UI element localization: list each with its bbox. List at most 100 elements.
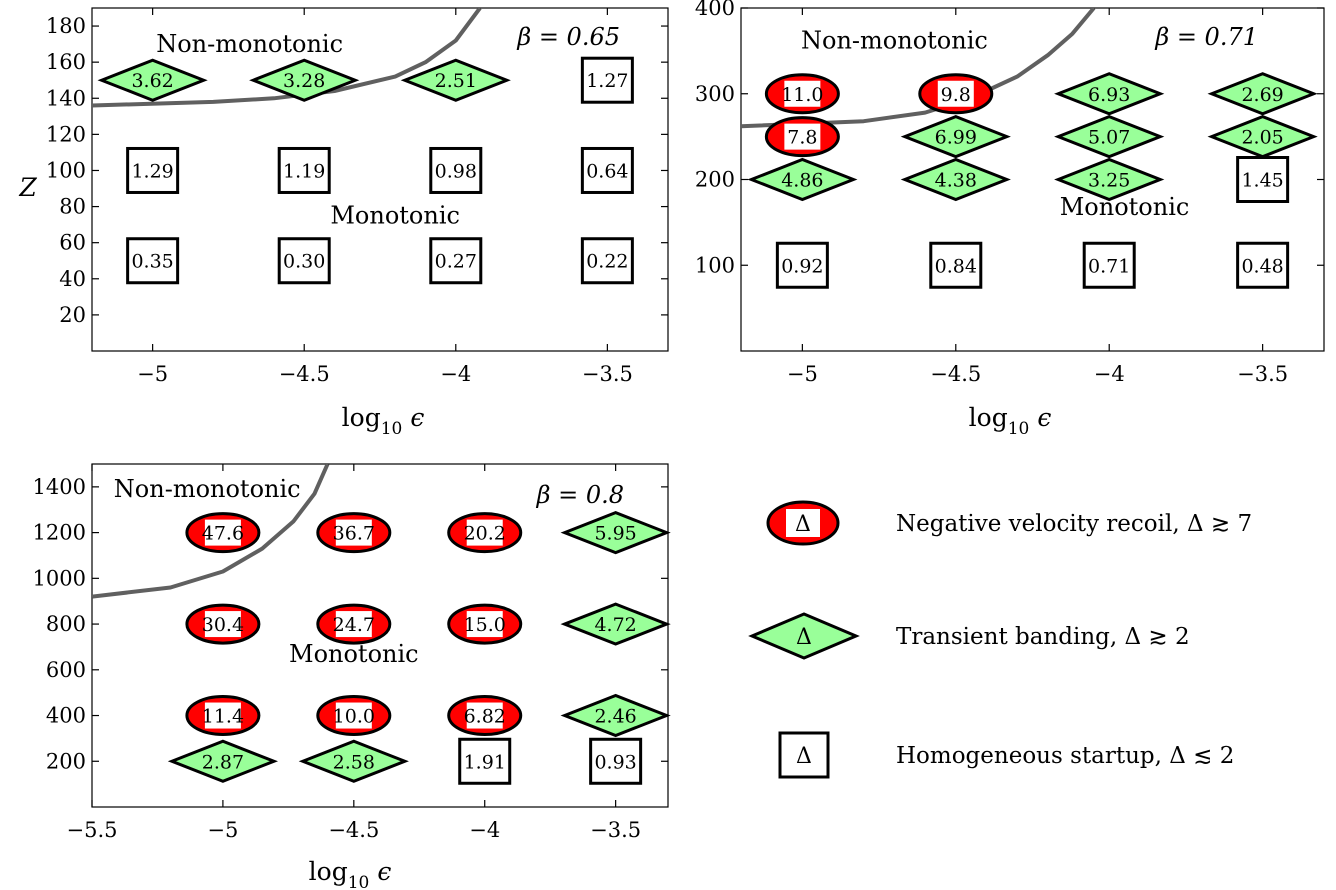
y-tick-label: 300: [695, 82, 735, 106]
startup-marker: [277, 146, 331, 194]
x-tick-label: −5: [787, 362, 818, 386]
data-point: 7.8: [764, 116, 840, 158]
recoil-marker-center: [335, 519, 372, 546]
startup-marker: [277, 237, 331, 285]
y-tick-label: 1400: [33, 475, 86, 499]
data-point-label: 0.35: [131, 251, 173, 273]
banding-marker: [747, 157, 858, 202]
data-point: 0.84: [929, 241, 983, 289]
x-tick-label: −4.5: [930, 362, 981, 386]
data-point: 24.7: [316, 603, 392, 645]
legend-item-recoil: Δ Negative velocity recoil, Δ ≳ 7: [766, 500, 1252, 546]
startup-marker: [126, 146, 180, 194]
data-point-label: 11.4: [202, 706, 244, 728]
data-point: 30.4: [185, 603, 261, 645]
data-point: 1.45: [1236, 156, 1290, 203]
panel-beta-0.71: −5 −4.5 −4 −3.5 100 200 300 400 log10 ϵ Non-monot…: [695, 0, 1325, 439]
data-point: 0.22: [580, 237, 634, 285]
data-point: 3.25: [1054, 157, 1165, 202]
data-point: 6.93: [1054, 72, 1165, 116]
banding-marker: [900, 157, 1011, 202]
data-point-label: 2.05: [1241, 127, 1283, 149]
data-point: 2.58: [298, 739, 409, 783]
recoil-marker-center: [466, 611, 503, 638]
data-point-label: 3.25: [1088, 170, 1130, 192]
banding-marker: [400, 58, 511, 102]
startup-marker: [589, 737, 643, 785]
data-point: 15.0: [447, 603, 523, 645]
legend-recoil-label: Negative velocity recoil, Δ ≳ 7: [896, 511, 1252, 537]
data-point-label: 0.30: [283, 251, 325, 273]
startup-marker: [429, 237, 483, 285]
legend-banding-label: Transient banding, Δ ≳ 2: [896, 624, 1190, 650]
banding-marker: [560, 693, 671, 738]
data-point-label: 4.72: [594, 614, 636, 636]
data-point: 0.71: [1082, 241, 1136, 289]
data-point-label: 6.93: [1088, 84, 1130, 106]
data-point-label: 0.93: [594, 751, 636, 773]
banding-marker: [1207, 115, 1318, 159]
data-point: 1.27: [580, 56, 634, 104]
data-point-label: 1.91: [464, 751, 506, 773]
data-point-label: 24.7: [333, 614, 375, 636]
data-point-label: 6.99: [935, 127, 977, 149]
data-point: 10.0: [316, 695, 392, 737]
data-point-label: 9.8: [941, 84, 971, 106]
banding-marker: [1054, 72, 1165, 116]
data-point: 1.29: [126, 146, 180, 194]
y-tick-label: 400: [46, 704, 86, 728]
data-point: 47.6: [185, 512, 261, 554]
x-tick-label: −5.5: [67, 818, 118, 842]
data-point: 1.19: [277, 146, 331, 194]
recoil-marker-center: [784, 80, 821, 107]
data-point: 5.95: [560, 510, 671, 555]
x-tick-label: −4.5: [328, 818, 379, 842]
data-point: 0.27: [429, 237, 483, 285]
data-point-label: 2.58: [333, 751, 375, 773]
data-point-label: 1.27: [586, 70, 628, 92]
data-point: 9.8: [918, 73, 994, 115]
y-tick-label: 200: [46, 749, 86, 773]
regime-boundary-curve: [92, 8, 482, 108]
data-point-label: 4.38: [935, 170, 977, 192]
data-point-label: 7.8: [787, 127, 817, 149]
plot-frame: [91, 7, 669, 352]
data-point-label: 6.82: [464, 706, 506, 728]
x-tick-label: −4: [469, 818, 500, 842]
data-point: 1.91: [458, 737, 512, 785]
data-point: 0.64: [580, 146, 634, 194]
data-point: 20.2: [447, 512, 523, 554]
data-point: 6.99: [900, 115, 1011, 159]
data-point-label: 11.0: [781, 84, 823, 106]
y-tick-label: 40: [59, 267, 86, 291]
y-tick-label: 100: [695, 253, 735, 277]
y-tick-label: 800: [46, 612, 86, 636]
data-point-label: 47.6: [202, 523, 244, 545]
data-point-label: 0.92: [781, 255, 823, 277]
startup-marker: [458, 737, 512, 785]
startup-marker: [929, 241, 983, 289]
data-point: 2.51: [400, 58, 511, 102]
y-tick-label: 400: [695, 0, 735, 20]
x-axis-label: log10 ϵ: [342, 403, 425, 439]
recoil-marker-center: [466, 519, 503, 546]
legend-item-startup: Δ Homogeneous startup, Δ ≲ 2: [778, 731, 1234, 779]
beta-label: β = 0.71: [1154, 23, 1258, 51]
startup-marker: [775, 241, 829, 289]
data-point-label: 36.7: [333, 523, 375, 545]
startup-marker: [126, 237, 180, 285]
data-point-label: 0.84: [935, 255, 977, 277]
data-point: 0.48: [1236, 241, 1290, 289]
legend-startup-symbol: [778, 731, 830, 779]
data-point-label: 5.07: [1088, 127, 1130, 149]
legend: Δ Negative velocity recoil, Δ ≳ 7 Δ Tran…: [748, 500, 1252, 779]
data-point-label: 5.95: [594, 523, 636, 545]
recoil-marker-center: [204, 702, 241, 729]
x-tick-label: −3.5: [590, 818, 641, 842]
startup-marker: [580, 146, 634, 194]
data-point: 3.62: [97, 58, 208, 102]
y-tick-label: 100: [46, 158, 86, 182]
data-point: 2.05: [1207, 115, 1318, 159]
recoil-marker-center: [335, 611, 372, 638]
